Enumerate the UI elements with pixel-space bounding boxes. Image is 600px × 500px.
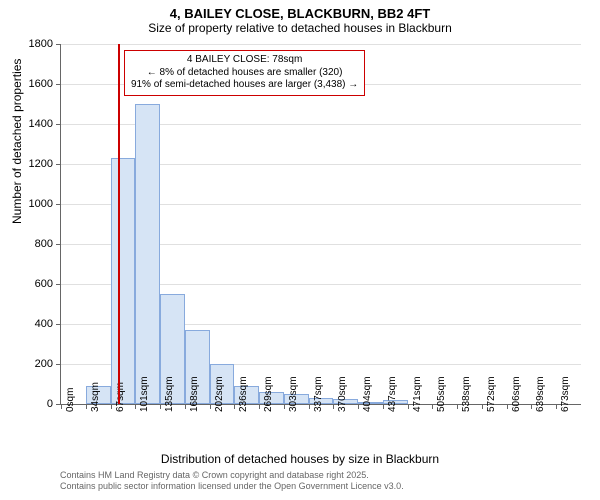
annotation-line: 4 BAILEY CLOSE: 78sqm: [131, 54, 358, 67]
y-tick-label: 1600: [29, 78, 61, 90]
histogram-bar: [135, 104, 160, 404]
x-axis-label: Distribution of detached houses by size …: [0, 452, 600, 466]
y-tick-label: 200: [35, 358, 61, 370]
x-tick: [358, 404, 359, 409]
x-tick-label: 337sqm: [313, 376, 324, 412]
annotation-line: 91% of semi-detached houses are larger (…: [131, 79, 358, 92]
x-tick: [482, 404, 483, 409]
y-tick-label: 1400: [29, 118, 61, 130]
chart-title: 4, BAILEY CLOSE, BLACKBURN, BB2 4FT: [0, 0, 600, 21]
x-tick: [457, 404, 458, 409]
x-tick-label: 303sqm: [288, 376, 299, 412]
x-tick: [531, 404, 532, 409]
x-tick-label: 505sqm: [436, 376, 447, 412]
y-axis-label: Number of detached properties: [10, 59, 24, 224]
x-tick-label: 269sqm: [263, 376, 274, 412]
x-tick-label: 606sqm: [511, 376, 522, 412]
footer-line-1: Contains HM Land Registry data © Crown c…: [60, 470, 404, 481]
x-tick-label: 202sqm: [214, 376, 225, 412]
x-tick-label: 437sqm: [387, 376, 398, 412]
x-tick: [210, 404, 211, 409]
x-tick: [185, 404, 186, 409]
x-tick-label: 471sqm: [412, 376, 423, 412]
x-tick: [259, 404, 260, 409]
y-tick-label: 0: [47, 398, 61, 410]
x-tick: [160, 404, 161, 409]
annotation-box: 4 BAILEY CLOSE: 78sqm← 8% of detached ho…: [124, 50, 365, 96]
x-tick-label: 101sqm: [139, 376, 150, 412]
x-tick: [333, 404, 334, 409]
y-tick-label: 1200: [29, 158, 61, 170]
x-tick: [234, 404, 235, 409]
histogram-bar: [111, 158, 136, 404]
x-tick-label: 572sqm: [486, 376, 497, 412]
y-tick-label: 800: [35, 238, 61, 250]
plot-area: 0200400600800100012001400160018000sqm34s…: [60, 44, 581, 405]
chart-subtitle: Size of property relative to detached ho…: [0, 21, 600, 39]
y-tick-label: 1800: [29, 38, 61, 50]
x-tick-label: 538sqm: [461, 376, 472, 412]
x-tick-label: 67sqm: [115, 382, 126, 412]
x-tick-label: 135sqm: [164, 376, 175, 412]
footer-text: Contains HM Land Registry data © Crown c…: [60, 470, 404, 492]
x-tick: [408, 404, 409, 409]
y-tick-label: 1000: [29, 198, 61, 210]
x-tick: [135, 404, 136, 409]
x-tick-label: 34sqm: [90, 382, 101, 412]
y-tick-label: 600: [35, 278, 61, 290]
x-tick: [507, 404, 508, 409]
x-tick: [61, 404, 62, 409]
x-tick-label: 673sqm: [560, 376, 571, 412]
x-tick-label: 370sqm: [337, 376, 348, 412]
x-tick: [432, 404, 433, 409]
gridline: [61, 44, 581, 45]
x-tick: [111, 404, 112, 409]
x-tick-label: 236sqm: [238, 376, 249, 412]
x-tick: [309, 404, 310, 409]
marker-line: [118, 44, 120, 404]
x-tick-label: 168sqm: [189, 376, 200, 412]
x-tick-label: 0sqm: [65, 388, 76, 412]
chart-container: 4, BAILEY CLOSE, BLACKBURN, BB2 4FT Size…: [0, 0, 600, 500]
y-tick-label: 400: [35, 318, 61, 330]
x-tick: [383, 404, 384, 409]
x-tick-label: 639sqm: [535, 376, 546, 412]
x-tick: [86, 404, 87, 409]
footer-line-2: Contains public sector information licen…: [60, 481, 404, 492]
x-tick: [556, 404, 557, 409]
annotation-line: ← 8% of detached houses are smaller (320…: [131, 67, 358, 80]
x-tick: [284, 404, 285, 409]
x-tick-label: 404sqm: [362, 376, 373, 412]
